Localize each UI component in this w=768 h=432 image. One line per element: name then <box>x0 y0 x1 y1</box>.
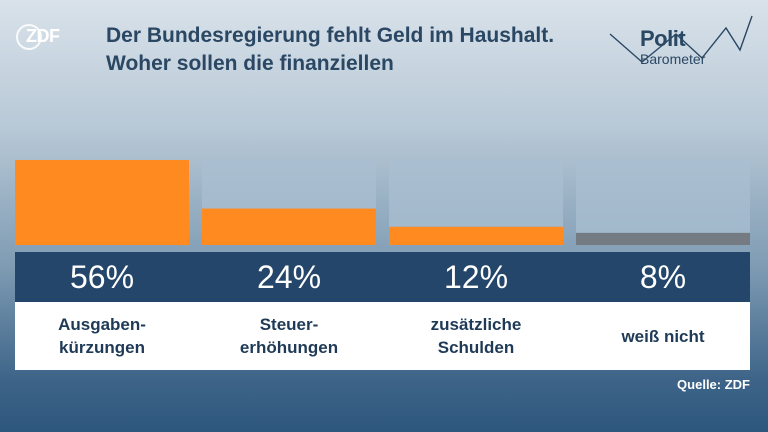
value-label-2: 12% <box>443 259 509 295</box>
category-label-1: Steuer- erhöhungen <box>239 315 339 357</box>
zdf-ring-icon <box>16 24 42 50</box>
bar-track-3 <box>576 160 750 245</box>
category-label-3: weiß nicht <box>621 326 705 346</box>
zdf-logo: ZDF <box>16 24 60 50</box>
brand-barometer: Barometer <box>640 51 706 67</box>
politbarometer-zigzag-icon <box>609 15 753 63</box>
category-band: Ausgaben- kürzungen Steuer- erhöhungen z… <box>15 302 750 370</box>
bar-3 <box>576 232 750 245</box>
politbarometer-logo: Polit Barometer <box>596 10 756 74</box>
bar-0 <box>15 160 189 245</box>
category-label-2: zusätzliche Schulden <box>430 315 522 357</box>
value-band: 56% 24% 12% 8% <box>15 252 750 302</box>
chart-title: Der Bundesregierung fehlt Geld im Hausha… <box>106 24 555 75</box>
value-label-0: 56% <box>69 259 135 295</box>
source-note: Quelle: ZDF <box>677 377 750 392</box>
value-label-1: 24% <box>256 259 322 295</box>
value-label-3: 8% <box>639 259 687 295</box>
brand-polit: Polit <box>640 26 686 51</box>
bar-2 <box>389 226 563 245</box>
bar-1 <box>202 208 376 245</box>
category-label-0: Ausgaben- kürzungen <box>58 315 146 357</box>
